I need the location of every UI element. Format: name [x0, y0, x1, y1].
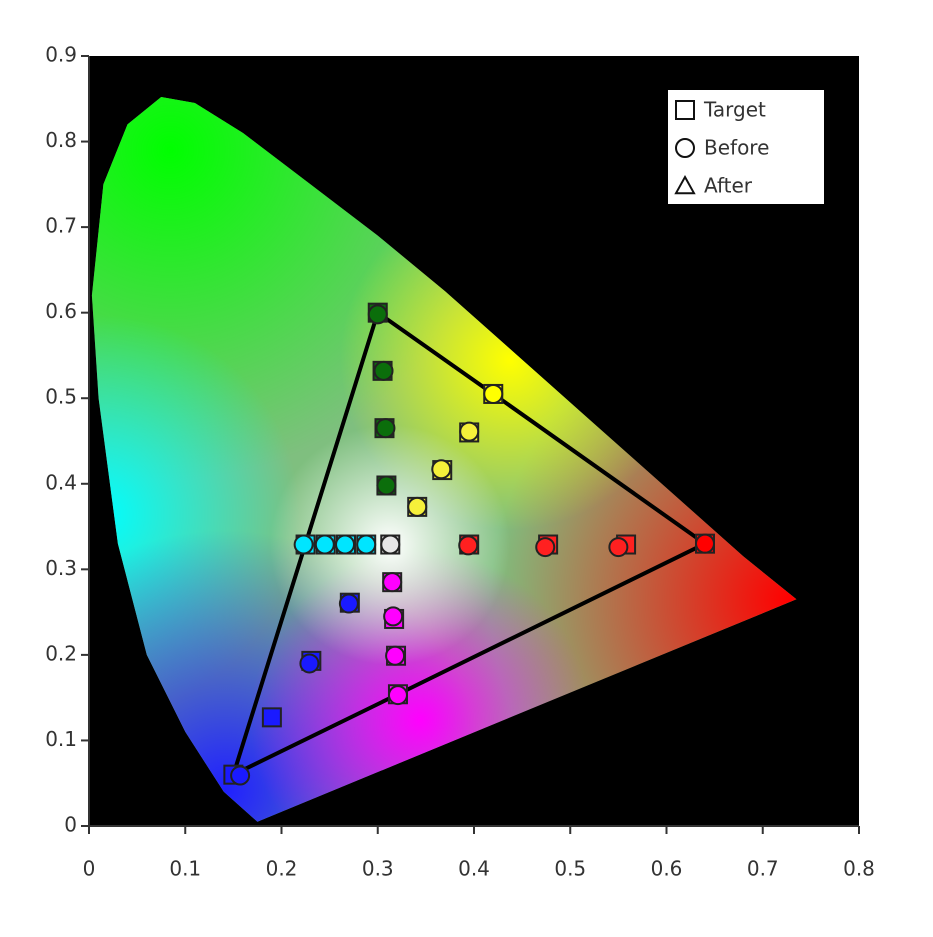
x-tick-label: 0.6	[651, 857, 683, 881]
x-tick-label: 0.2	[266, 857, 298, 881]
circle-marker	[367, 304, 388, 325]
circle-marker	[383, 606, 404, 627]
circle-marker	[695, 533, 715, 554]
x-tick-label: 0.3	[362, 857, 394, 881]
circle-marker	[535, 537, 556, 558]
y-tick-label: 0.3	[45, 556, 77, 580]
circle-marker	[382, 572, 403, 593]
legend-label: Target	[703, 98, 766, 122]
circle-marker	[431, 459, 452, 480]
circle-marker	[675, 138, 695, 158]
x-tick-label: 0.5	[554, 857, 586, 881]
x-tick-label: 0.7	[747, 857, 779, 881]
circle-marker	[608, 537, 629, 558]
circle-marker	[375, 418, 396, 439]
circle-marker	[387, 685, 408, 706]
y-tick-label: 0.7	[45, 214, 77, 238]
y-tick-label: 0.9	[45, 43, 77, 67]
circle-marker	[230, 765, 251, 786]
y-tick-label: 0.4	[45, 470, 77, 494]
y-tick-label: 0.2	[45, 641, 77, 665]
circle-marker	[335, 534, 356, 555]
circle-marker	[376, 475, 397, 496]
circle-marker	[338, 593, 359, 614]
legend-label: Before	[704, 136, 769, 160]
circle-marker	[459, 421, 480, 442]
x-tick-label: 0.8	[843, 857, 875, 881]
y-tick-label: 0.1	[45, 727, 77, 751]
circle-marker	[458, 535, 479, 556]
circle-marker	[293, 534, 314, 555]
circle-marker	[380, 534, 401, 555]
y-tick-label: 0.8	[45, 128, 77, 152]
legend-label: After	[704, 174, 753, 198]
y-tick-label: 0	[64, 813, 77, 837]
circle-marker	[356, 534, 377, 555]
circle-marker	[385, 645, 406, 666]
square-marker	[261, 707, 282, 728]
x-tick-label: 0.4	[458, 857, 490, 881]
x-tick-label: 0.1	[169, 857, 201, 881]
square-marker	[675, 100, 695, 120]
gamut-outline	[230, 311, 709, 779]
circle-marker	[407, 496, 428, 517]
y-tick-label: 0.6	[45, 299, 77, 323]
circle-marker	[483, 383, 504, 404]
circle-marker	[373, 360, 394, 381]
triangle-marker	[674, 174, 696, 195]
circle-marker	[299, 653, 320, 674]
x-tick-label: 0	[83, 857, 96, 881]
circle-marker	[314, 534, 335, 555]
y-tick-label: 0.5	[45, 385, 77, 409]
